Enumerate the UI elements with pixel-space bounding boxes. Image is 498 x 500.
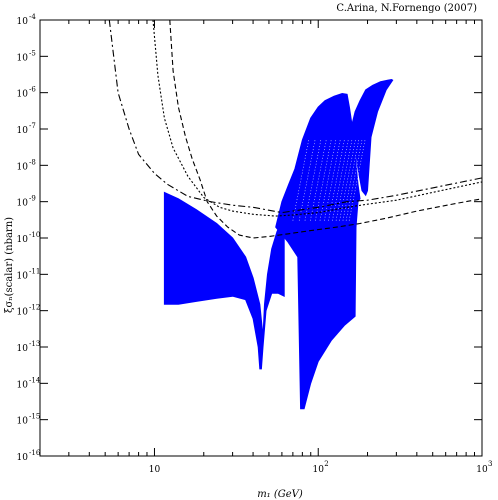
y-tick-label: 10 — [17, 453, 29, 463]
y-tick-exponent: -5 — [29, 49, 36, 57]
y-tick-exponent: -6 — [29, 86, 36, 94]
y-tick-label: 10 — [17, 90, 29, 100]
credit-label: C.Arina, N.Fornengo (2007) — [336, 3, 477, 14]
x-tick-label: 10 — [313, 465, 325, 475]
limit-curve-dotted — [152, 19, 483, 217]
x-axis-label: m₁ (GeV) — [257, 489, 303, 500]
x-tick-label: 10 — [476, 465, 488, 475]
y-tick-label: 10 — [17, 162, 29, 172]
limit-curve-dashed — [169, 19, 483, 239]
scatter-region-2 — [275, 92, 361, 410]
y-tick-label: 10 — [17, 235, 29, 245]
y-tick-label: 10 — [17, 344, 29, 354]
scatter-region-3 — [350, 78, 394, 197]
scatter-region-1 — [163, 191, 285, 370]
y-tick-exponent: -10 — [29, 231, 40, 239]
y-tick-exponent: -16 — [29, 449, 41, 457]
y-tick-exponent: -8 — [29, 158, 36, 166]
y-tick-exponent: -4 — [29, 13, 36, 21]
y-tick-exponent: -9 — [29, 195, 36, 203]
y-tick-exponent: -14 — [29, 376, 41, 384]
y-tick-label: 10 — [17, 380, 29, 390]
y-tick-exponent: -13 — [29, 340, 40, 348]
x-tick-exponent: 2 — [324, 460, 328, 468]
x-tick-exponent: 3 — [488, 460, 492, 468]
y-tick-label: 10 — [17, 271, 29, 281]
scatter-regions — [163, 78, 394, 410]
y-tick-label: 10 — [17, 126, 29, 136]
y-tick-label: 10 — [17, 199, 29, 209]
x-tick-label: 10 — [149, 465, 161, 475]
y-tick-exponent: -11 — [29, 267, 40, 275]
y-tick-label: 10 — [17, 17, 29, 27]
y-tick-exponent: -7 — [29, 122, 36, 130]
y-tick-label: 10 — [17, 308, 29, 318]
axis-ticks — [39, 19, 483, 457]
y-tick-exponent: -12 — [29, 304, 40, 312]
limit-curves — [108, 19, 483, 239]
y-tick-exponent: -15 — [29, 413, 40, 421]
y-axis-label: ξσₙ(scalar) (nbarn) — [4, 217, 15, 313]
y-tick-label: 10 — [17, 53, 29, 63]
y-tick-label: 10 — [17, 417, 29, 427]
limit-curve-dash-dot — [108, 19, 483, 214]
